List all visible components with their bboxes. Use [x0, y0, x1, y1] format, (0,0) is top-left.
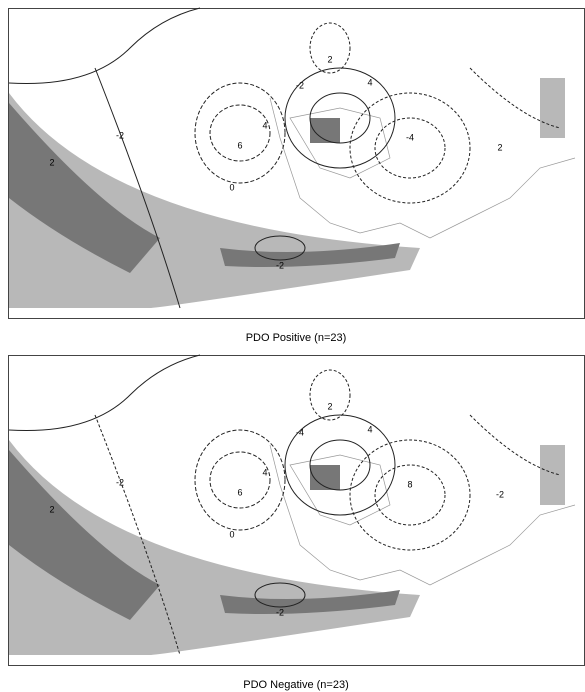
map-panel: -2 2 0 4 6 -4 2 8 4 -2 -2 PDO Negative (n=23): [9, 355, 585, 691]
contour-label: -2: [276, 260, 284, 270]
shaded-cell: [540, 78, 565, 138]
contour-label: 2: [49, 504, 54, 514]
contour-label: -2: [116, 130, 124, 140]
contour-label: 0: [229, 182, 234, 192]
contour-label: 0: [229, 529, 234, 539]
contour-label: 4: [262, 467, 267, 477]
contour-label: -4: [296, 427, 304, 437]
contour-label: -2: [276, 607, 284, 617]
contour-label: -2: [116, 477, 124, 487]
contour-label: 2: [49, 157, 54, 167]
figure: -2 2 0 4 6 -2 2 -4 4 -2 2 PDO Positive (n=23) -2 2 0 4 6…: [0, 0, 585, 692]
contour-label: 2: [327, 54, 332, 64]
contour-label: -4: [406, 132, 414, 142]
page: {"panels": [ {"caption": "PDO Positive (…: [0, 0, 585, 692]
panel-caption: PDO Positive (n=23): [246, 332, 347, 344]
contour-label: 2: [497, 142, 502, 152]
contour-label: 6: [237, 487, 242, 497]
map-panel: -2 2 0 4 6 -2 2 -4 4 -2 2 PDO Positive (n=23): [9, 8, 585, 344]
contour-label: -2: [296, 80, 304, 90]
contour-label: 2: [327, 401, 332, 411]
contour-label: 4: [367, 424, 372, 434]
contour-label: 4: [262, 120, 267, 130]
contour-label: 6: [237, 140, 242, 150]
panel-caption: PDO Negative (n=23): [243, 679, 348, 691]
shaded-cell: [540, 445, 565, 505]
contour-label: -2: [496, 489, 504, 499]
contour-label: 4: [367, 77, 372, 87]
contour-label: 8: [407, 479, 412, 489]
